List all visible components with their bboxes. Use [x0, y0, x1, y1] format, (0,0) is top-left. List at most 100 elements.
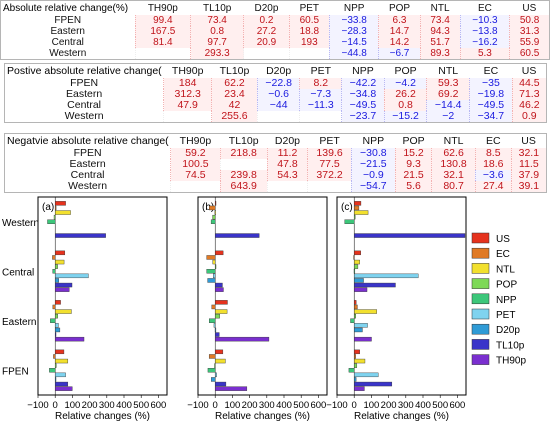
x-tick-label: 600	[310, 400, 326, 411]
legend-swatch	[471, 263, 490, 274]
bar-npp-fpen	[348, 368, 355, 373]
table-cell: −0.9	[350, 170, 396, 181]
column-header: PET	[310, 64, 331, 77]
table-cell: −44	[256, 100, 300, 111]
table-row: FPEN 184 62.2 −22.8 8.2 −42.2 −4.2 59.3 −35 44.5	[5, 78, 546, 89]
bar-us-eastern	[214, 300, 228, 305]
bar-pop-central	[55, 264, 58, 269]
table-cell: −49.5	[469, 100, 513, 111]
negative-change-table: Negatvie absolute relative change(TH90p T…	[4, 133, 547, 193]
bar-us-fpen	[55, 349, 65, 355]
table-title: Negatvie absolute relative change(	[7, 134, 169, 147]
bar-pet-fpen	[214, 372, 217, 378]
table-cell: 9.3	[394, 159, 432, 170]
table-cell: −49.5	[341, 100, 385, 111]
x-tick-label: 0	[352, 400, 357, 411]
bar-npp-western	[210, 219, 216, 224]
table-cell	[266, 181, 308, 192]
bar-pet-eastern	[55, 323, 59, 328]
column-header: TL10p	[219, 64, 250, 77]
bar-tl10p-western	[354, 233, 466, 238]
table-cell: −22.8	[256, 78, 300, 89]
table-cell: −7.3	[299, 89, 342, 100]
table-cell: 71.3	[511, 89, 546, 100]
bar-us-fpen	[214, 349, 224, 355]
table-cell: −42.2	[341, 78, 385, 89]
bar-us-fpen	[354, 349, 360, 355]
table-cell: 8.2	[299, 78, 342, 89]
bar-tl10p-eastern	[214, 332, 220, 337]
table-cell	[299, 111, 342, 122]
bar-tl10p-central	[55, 282, 73, 288]
table-cell: −3.6	[474, 170, 512, 181]
table-cell: 20.9	[243, 37, 290, 48]
table-cell: 193	[288, 37, 330, 48]
column-header: POP	[394, 64, 417, 77]
table-cell: 11.2	[266, 148, 308, 159]
bar-d20p-central	[354, 278, 364, 283]
bar-npp-fpen	[207, 368, 216, 373]
table-cell: −28.3	[328, 26, 379, 37]
panel-label: (c)	[341, 202, 353, 213]
column-header: PET	[299, 2, 320, 14]
x-tick-label: 500	[293, 400, 309, 411]
bar-us-eastern	[55, 300, 61, 305]
table-cell: 73.4	[190, 15, 244, 26]
table-cell: −34.8	[341, 89, 385, 100]
bar-ec-western	[354, 205, 360, 211]
bar-pop-eastern	[55, 313, 58, 319]
row-label: Central	[51, 37, 84, 48]
table-row: Eastern 167.5 0.8 27.2 18.8 −28.3 14.7 94.3 −13.…	[1, 26, 549, 37]
bar-ec-fpen	[354, 354, 356, 359]
table-cell: 167.5	[134, 26, 191, 37]
table-cell: 74.5	[170, 170, 221, 181]
x-axis-label: Relative changes (%)	[354, 411, 449, 421]
legend-swatch	[471, 247, 490, 259]
row-label: Central	[67, 99, 102, 111]
x-tick-label: 300	[259, 400, 275, 411]
x-axis-label: Relative changes (%)	[55, 411, 150, 421]
table-cell: 643.9	[219, 181, 268, 192]
legend-swatch	[471, 323, 490, 335]
column-header: TH90p	[179, 134, 212, 147]
bar-npp-eastern	[209, 318, 216, 323]
table-cell: 50.8	[509, 15, 549, 26]
table-cell: 60.5	[288, 15, 330, 26]
bar-d20p-central	[55, 278, 59, 283]
table-cell: 89.3	[419, 48, 461, 59]
table-row: Eastern 312.3 23.4 −0.6 −7.3 −34.8 26.2 69.2 −19…	[5, 89, 546, 100]
x-tick-label: 0	[53, 400, 58, 411]
table-cell: −54.7	[350, 181, 396, 192]
bar-ntl-central	[354, 259, 360, 265]
bar-d20p-eastern	[354, 327, 363, 333]
bar-d20p-fpen	[354, 377, 357, 382]
table-cell: 100.5	[170, 159, 221, 170]
bar-th90p-fpen	[214, 386, 248, 391]
panel-label: (b)	[202, 202, 214, 213]
table-row: Western 643.9 −54.7 5.6 80.7 27.4 39.1	[5, 181, 546, 192]
table-cell: 15.2	[394, 148, 432, 159]
column-header: PET	[319, 134, 340, 147]
bar-ntl-eastern	[55, 309, 72, 314]
legend-swatch	[471, 232, 490, 244]
bar-pop-eastern	[354, 313, 356, 319]
bar-pop-eastern	[214, 313, 220, 319]
table-row: FPEN 99.4 73.4 0.2 60.5 −33.8 6.3 73.4 −10.3 50.8	[1, 15, 549, 26]
x-tick-label: 400	[116, 400, 132, 411]
bar-tl10p-fpen	[354, 381, 393, 387]
bar-ntl-central	[212, 259, 216, 265]
bar-pop-western	[354, 214, 356, 220]
table-cell: 62.2	[211, 78, 258, 89]
bar-ec-eastern	[211, 304, 216, 310]
bar-pet-central	[354, 273, 419, 279]
column-header: EC	[477, 2, 492, 14]
legend-label: POP	[496, 280, 517, 291]
bar-ntl-western	[214, 210, 216, 215]
bar-ec-eastern	[354, 304, 358, 310]
table-cell: −14.5	[328, 37, 379, 48]
bar-ntl-central	[55, 259, 65, 265]
x-tick-label: 100	[64, 400, 80, 411]
legend-label: NPP	[496, 295, 517, 306]
column-header: US	[521, 134, 536, 147]
